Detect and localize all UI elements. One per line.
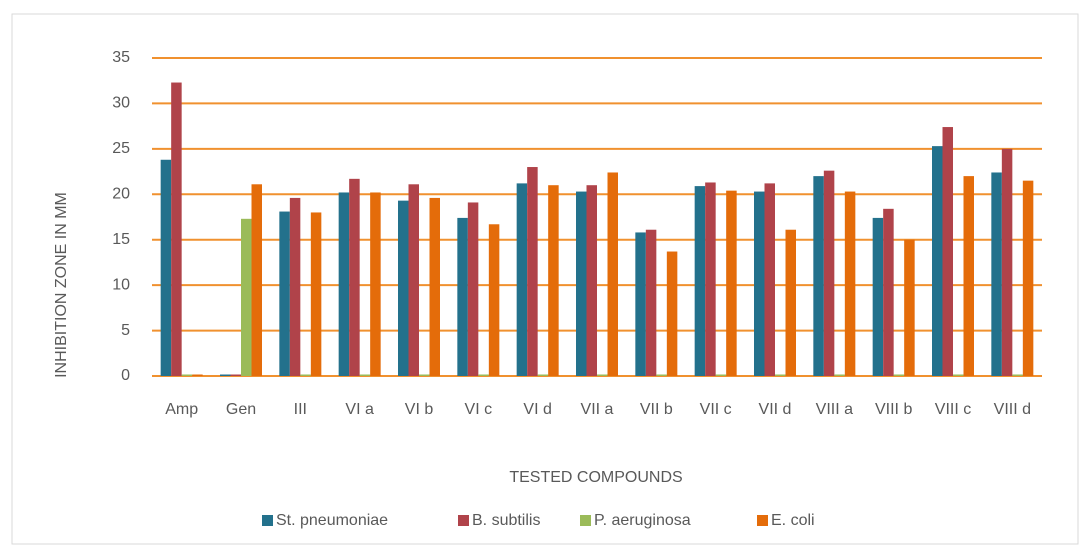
bar [932, 146, 943, 376]
bar [597, 374, 608, 376]
bar [516, 183, 528, 376]
bar [942, 127, 953, 377]
x-tick-label: VI b [405, 401, 434, 418]
x-tick-label: VII a [581, 401, 614, 418]
x-tick-label: VIII b [875, 401, 912, 418]
x-tick-label: VI a [345, 401, 374, 418]
bar [488, 224, 500, 376]
bar [963, 176, 974, 376]
y-tick-label: 30 [112, 95, 130, 112]
bar [171, 82, 182, 376]
legend-label: B. subtilis [472, 512, 540, 529]
bar [1012, 374, 1023, 376]
legend-swatch [757, 515, 768, 526]
bar [429, 197, 440, 376]
bar [537, 374, 549, 376]
legend-label: E. coli [771, 512, 815, 529]
bar [872, 217, 884, 376]
bar [775, 374, 786, 376]
bar [705, 182, 716, 376]
bar [726, 190, 737, 376]
bar [764, 183, 775, 376]
y-tick-label: 35 [112, 49, 130, 66]
x-tick-label: VI c [465, 401, 493, 418]
x-tick-label: VIII d [994, 401, 1031, 418]
bar [241, 218, 252, 376]
bar [338, 192, 350, 376]
bar [813, 176, 824, 376]
legend-label: St. pneumoniae [276, 512, 388, 529]
y-tick-label: 0 [121, 367, 130, 384]
bar [220, 374, 231, 376]
legend-swatch [580, 515, 591, 526]
bar [527, 167, 538, 376]
x-tick-label: VII b [640, 401, 673, 418]
x-tick-label: III [294, 401, 307, 418]
bar [953, 374, 964, 376]
x-tick-label: Amp [165, 401, 198, 418]
bar [666, 251, 678, 376]
y-axis-label: INHIBITION ZONE IN MM [53, 192, 70, 378]
bar [359, 374, 371, 376]
legend-label: P. aeruginosa [594, 512, 691, 529]
bar [754, 191, 765, 376]
x-tick-label: Gen [226, 401, 256, 418]
bar [893, 374, 905, 376]
bar [230, 374, 241, 376]
legend-swatch [262, 515, 273, 526]
x-axis-label: TESTED COMPOUNDS [509, 469, 682, 486]
bar [823, 170, 835, 376]
x-tick-label: VI d [523, 401, 551, 418]
bar [1022, 180, 1034, 376]
bar [457, 217, 468, 376]
bar [419, 374, 430, 376]
bar [1001, 148, 1013, 376]
x-tick-label: VIII c [935, 401, 971, 418]
y-tick-label: 25 [112, 140, 130, 157]
y-tick-label: 15 [112, 231, 130, 248]
legend-swatch [458, 515, 469, 526]
bar [349, 178, 360, 376]
bar [645, 229, 657, 376]
bar [715, 374, 727, 376]
x-tick-label: VII d [759, 401, 792, 418]
bar [370, 192, 381, 376]
bar [398, 200, 409, 376]
bar [192, 374, 203, 376]
y-tick-label: 10 [112, 276, 130, 293]
bar [548, 185, 559, 376]
bar [181, 374, 193, 376]
y-tick-label: 20 [112, 186, 130, 203]
x-tick-label: VIII a [816, 401, 853, 418]
bar [289, 197, 301, 376]
bar [991, 172, 1002, 376]
bar [656, 374, 667, 376]
y-tick-label: 5 [121, 322, 130, 339]
bar [408, 184, 419, 376]
bar [635, 232, 646, 376]
bar [883, 208, 894, 376]
chart-frame [11, 13, 1079, 545]
bar [160, 159, 172, 376]
bar [251, 184, 262, 376]
bar [586, 185, 597, 376]
bar [576, 191, 587, 376]
bar [279, 211, 290, 376]
bar [467, 202, 479, 376]
bar [834, 374, 845, 376]
bar [310, 212, 322, 376]
bar [300, 374, 311, 376]
bar [785, 229, 796, 376]
bar [478, 374, 489, 376]
bar [694, 186, 706, 376]
bar [904, 239, 915, 376]
x-tick-label: VII c [700, 401, 732, 418]
bar [844, 191, 856, 376]
bar [607, 172, 618, 376]
